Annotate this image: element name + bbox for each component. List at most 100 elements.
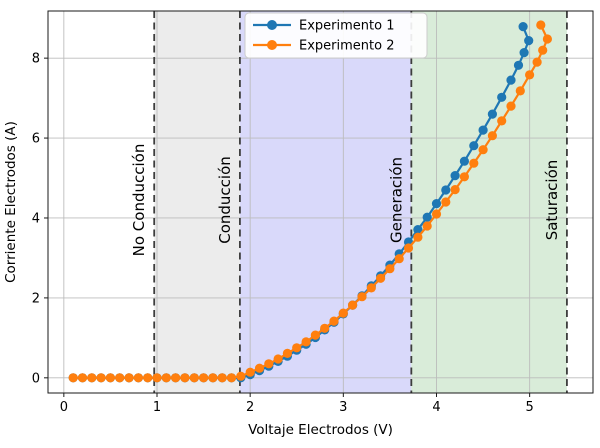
data-point-marker: [273, 354, 283, 364]
data-point-marker: [536, 20, 546, 30]
data-point-marker: [441, 197, 451, 207]
data-point-marker: [264, 359, 274, 369]
x-tick-label: 4: [432, 400, 440, 415]
data-point-marker: [133, 373, 143, 383]
data-point-marker: [413, 225, 423, 235]
data-point-marker: [524, 36, 534, 46]
data-point-marker: [87, 373, 97, 383]
x-tick-label: 0: [60, 400, 68, 415]
data-point-marker: [394, 254, 404, 264]
data-point-marker: [497, 92, 507, 102]
data-point-marker: [96, 373, 106, 383]
region-label: Saturación: [543, 160, 561, 241]
y-tick-label: 6: [32, 132, 40, 147]
data-point-marker: [338, 308, 348, 318]
data-point-marker: [180, 373, 190, 383]
data-point-marker: [301, 337, 311, 347]
data-point-marker: [469, 141, 479, 151]
data-point-marker: [518, 22, 528, 32]
data-point-marker: [143, 373, 153, 383]
x-tick-label: 1: [153, 400, 161, 415]
data-point-marker: [506, 101, 516, 111]
y-tick-label: 4: [32, 211, 40, 226]
x-axis-label: Voltaje Electrodos (V): [248, 422, 393, 438]
x-tick-label: 2: [246, 400, 254, 415]
data-point-marker: [124, 373, 134, 383]
series-experimento-2: [68, 20, 553, 383]
data-point-marker: [376, 273, 386, 283]
data-point-marker: [310, 330, 320, 340]
region-band-0: [154, 11, 240, 393]
data-point-marker: [459, 172, 469, 182]
data-point-marker: [171, 373, 181, 383]
region-bands: [154, 11, 567, 393]
legend-sample-marker: [267, 40, 277, 50]
y-axis-label: Corriente Electrodos (A): [3, 121, 19, 283]
threshold-lines: No Conducción Conducción Generación Saturac…: [130, 11, 568, 393]
data-point-marker: [413, 232, 423, 242]
data-point-marker: [105, 373, 115, 383]
legend-entry-label: Experimento 1: [299, 19, 394, 34]
data-point-marker: [161, 373, 171, 383]
data-point-marker: [254, 363, 265, 373]
data-point-marker: [422, 212, 432, 222]
data-point-marker: [478, 125, 488, 135]
x-tick-label: 3: [339, 400, 347, 415]
data-point-marker: [469, 158, 479, 168]
y-tick-label: 0: [32, 371, 40, 386]
data-point-marker: [152, 373, 162, 383]
data-point-marker: [478, 145, 488, 155]
legend-entry-label: Experimento 2: [299, 39, 394, 54]
axis-ticks: 0 1 2 3 4 5 0 2 4 6 8: [32, 52, 534, 415]
data-point-marker: [422, 221, 432, 231]
data-point-marker: [403, 243, 414, 253]
data-point-marker: [450, 185, 460, 195]
data-point-marker: [538, 45, 548, 55]
data-point-marker: [366, 283, 376, 293]
data-point-marker: [236, 371, 246, 381]
data-point-marker: [282, 348, 292, 358]
data-point-marker: [208, 373, 218, 383]
data-point-marker: [525, 70, 535, 80]
data-point-marker: [199, 373, 209, 383]
data-point-marker: [292, 343, 302, 353]
data-point-marker: [245, 367, 255, 377]
region-label: Generación: [387, 157, 405, 243]
region-band-1: [239, 11, 412, 393]
data-point-marker: [515, 86, 525, 96]
y-tick-label: 2: [32, 291, 40, 306]
data-point-marker: [450, 171, 460, 181]
legend: Experimento 1 Experimento 2: [244, 12, 428, 59]
data-point-marker: [68, 373, 78, 383]
data-point-marker: [487, 131, 497, 141]
data-point-marker: [487, 109, 497, 119]
data-point-marker: [115, 373, 125, 383]
data-point-marker: [497, 116, 507, 126]
data-point-marker: [77, 373, 88, 383]
data-point-marker: [431, 199, 442, 209]
region-label: Conducción: [216, 156, 234, 244]
region-label: No Conducción: [130, 144, 148, 257]
plot-spines: [47, 10, 594, 394]
data-point-marker: [506, 75, 516, 85]
data-point-marker: [385, 264, 395, 274]
legend-sample-marker: [267, 20, 277, 30]
data-point-marker: [542, 34, 553, 44]
data-point-marker: [217, 373, 227, 383]
data-point-marker: [513, 60, 524, 70]
data-point-marker: [348, 300, 358, 310]
data-point-marker: [226, 373, 237, 383]
data-point-marker: [320, 323, 330, 333]
data-point-marker: [441, 185, 451, 195]
data-point-marker: [189, 373, 199, 383]
data-point-marker: [532, 57, 542, 67]
data-point-marker: [329, 316, 339, 326]
y-tick-label: 8: [32, 52, 40, 67]
data-point-marker: [459, 156, 469, 166]
data-point-marker: [519, 48, 529, 58]
x-tick-label: 5: [526, 400, 534, 415]
data-point-marker: [431, 209, 442, 219]
data-point-marker: [357, 292, 367, 302]
